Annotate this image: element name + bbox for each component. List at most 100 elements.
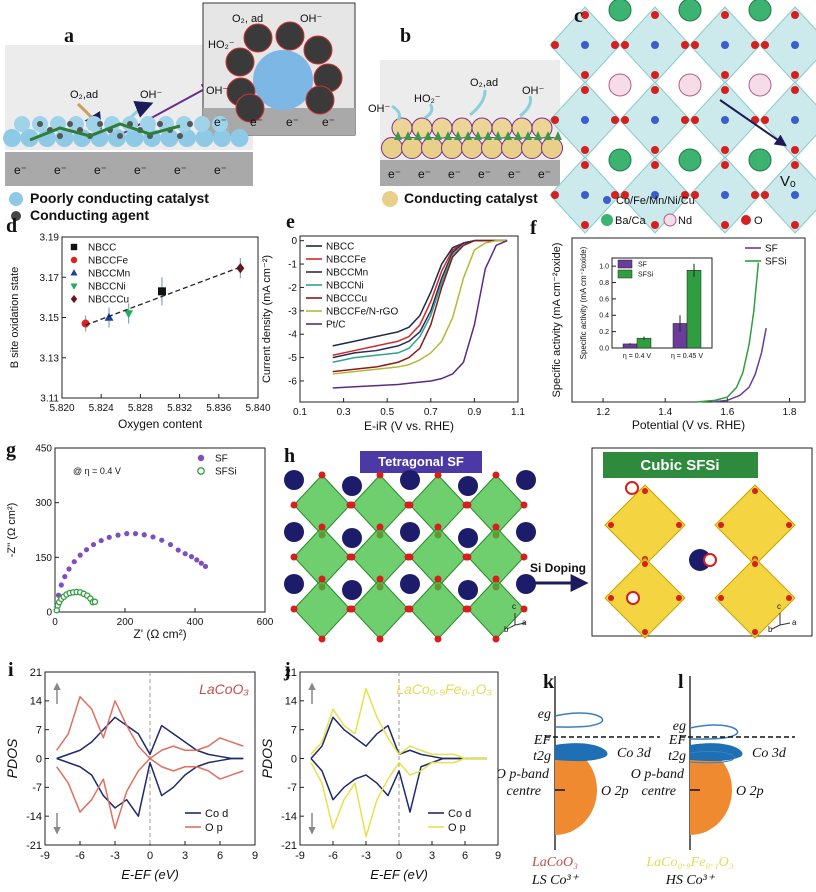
oxygen <box>581 86 589 94</box>
legend-swatch <box>70 243 78 251</box>
oxygen <box>721 146 729 154</box>
vacancy-label: Vₒ <box>780 173 796 190</box>
data-point <box>115 532 121 538</box>
y-tick-label: 0.8 <box>599 280 609 287</box>
y-tick-label: 300 <box>35 498 52 509</box>
y-axis-label: Specific activity (mA cm⁻²oxide) <box>551 243 563 398</box>
species: OH⁻ <box>522 85 545 97</box>
y-tick-label: -4 <box>288 330 297 341</box>
y-tick-label: 3.19 <box>40 233 60 244</box>
spin-state: HS Co³⁺ <box>665 873 716 888</box>
substrate <box>380 160 560 186</box>
legend-label: SFSi <box>215 467 237 478</box>
legend-text: Poorly conducting catalyst <box>30 190 209 206</box>
x-tick-label: -9 <box>295 850 305 862</box>
orbital-label: t2g <box>533 749 551 764</box>
axis-glyph <box>506 624 516 630</box>
oxygen <box>761 116 769 124</box>
legend-swatch <box>617 269 633 279</box>
flow-arrow <box>391 104 401 121</box>
y-tick-label: -14 <box>26 811 42 823</box>
nd-site <box>678 73 702 97</box>
axis-glyph: b <box>504 625 509 634</box>
dopant <box>404 131 412 140</box>
a-site <box>748 0 772 22</box>
oxygen <box>681 41 689 49</box>
panel-letter: b <box>400 25 411 47</box>
oxygen <box>718 522 724 528</box>
oxygen <box>551 41 559 49</box>
arrow-label: Si Doping <box>530 561 586 575</box>
panel-letter: h <box>284 445 295 467</box>
data-point <box>106 534 112 540</box>
legend-text: Conducting agent <box>30 207 149 223</box>
electron: e⁻ <box>322 115 335 129</box>
catalyst-particle <box>531 117 553 139</box>
oxygen <box>791 11 799 19</box>
x-tick-label: 0.3 <box>337 407 351 418</box>
oxygen <box>581 11 589 19</box>
legend-text: Co/Fe/Mn/Ni/Cu <box>616 195 695 207</box>
legend-swatch <box>70 269 78 276</box>
oxygen <box>651 11 659 19</box>
oxygen <box>721 221 729 229</box>
series-line <box>332 239 508 375</box>
x-tick-label: 6 <box>462 850 468 862</box>
oxygen <box>434 635 442 643</box>
data-point <box>182 551 188 557</box>
oxygen <box>691 41 699 49</box>
a-site <box>678 148 702 172</box>
legend-label: Co d <box>205 808 228 820</box>
agent-particle <box>243 23 273 53</box>
oxygen <box>752 488 758 494</box>
x-tick-label: 5.840 <box>245 403 270 414</box>
oxygen <box>551 116 559 124</box>
oxygen <box>621 116 629 124</box>
nd-site <box>748 73 772 97</box>
orbital-label: eg <box>538 707 551 722</box>
eg-band <box>554 712 604 728</box>
x-tick-label: 1.8 <box>783 407 797 418</box>
oxygen <box>492 471 500 479</box>
x-tick-label: 3 <box>182 850 188 862</box>
agent-particle <box>305 85 335 115</box>
data-point <box>157 287 166 296</box>
flow-arrow <box>469 89 487 117</box>
legend-swatch <box>197 454 205 462</box>
electron: e⁻ <box>418 167 431 181</box>
oxygen <box>520 553 528 561</box>
data-point <box>202 563 209 570</box>
data-point <box>62 574 68 580</box>
y-tick-label: 3.13 <box>40 353 60 364</box>
y-axis-label: B site oxidation state <box>9 267 21 369</box>
data-point <box>71 559 77 565</box>
orbital-label: Co 3d <box>752 746 787 761</box>
x-tick-label: 9 <box>252 850 258 862</box>
electron: e⁻ <box>134 163 147 177</box>
oxygen <box>348 501 356 509</box>
catalyst-particle <box>14 116 30 132</box>
y-axis-label: PDOS <box>4 738 20 778</box>
oxygen <box>752 561 758 567</box>
spin-down-line <box>56 757 244 830</box>
x-tick-label: 1.4 <box>658 407 672 418</box>
oxygen <box>290 501 298 509</box>
oxygen <box>581 71 589 79</box>
y-axis-label: -Z'' (Ω cm²) <box>6 503 18 558</box>
a-site <box>516 470 536 490</box>
legend-label: Co d <box>448 808 471 820</box>
a-site <box>458 580 478 600</box>
x-tick-label: η = 0.45 V <box>671 353 703 360</box>
a-site <box>284 470 304 490</box>
legend-swatch <box>11 211 21 221</box>
oxygen <box>721 71 729 79</box>
x-axis-label: E-iR (V vs. RHE) <box>364 419 454 433</box>
catalyst-particle <box>481 137 503 159</box>
species: O₂, ad <box>232 13 263 25</box>
inset-substrate <box>203 108 355 135</box>
agent-particle <box>225 47 255 77</box>
oxygen <box>642 561 648 567</box>
x-axis-label: Z' (Ω cm²) <box>133 627 186 641</box>
legend-label: O p <box>205 822 223 834</box>
oxygen <box>318 575 326 583</box>
